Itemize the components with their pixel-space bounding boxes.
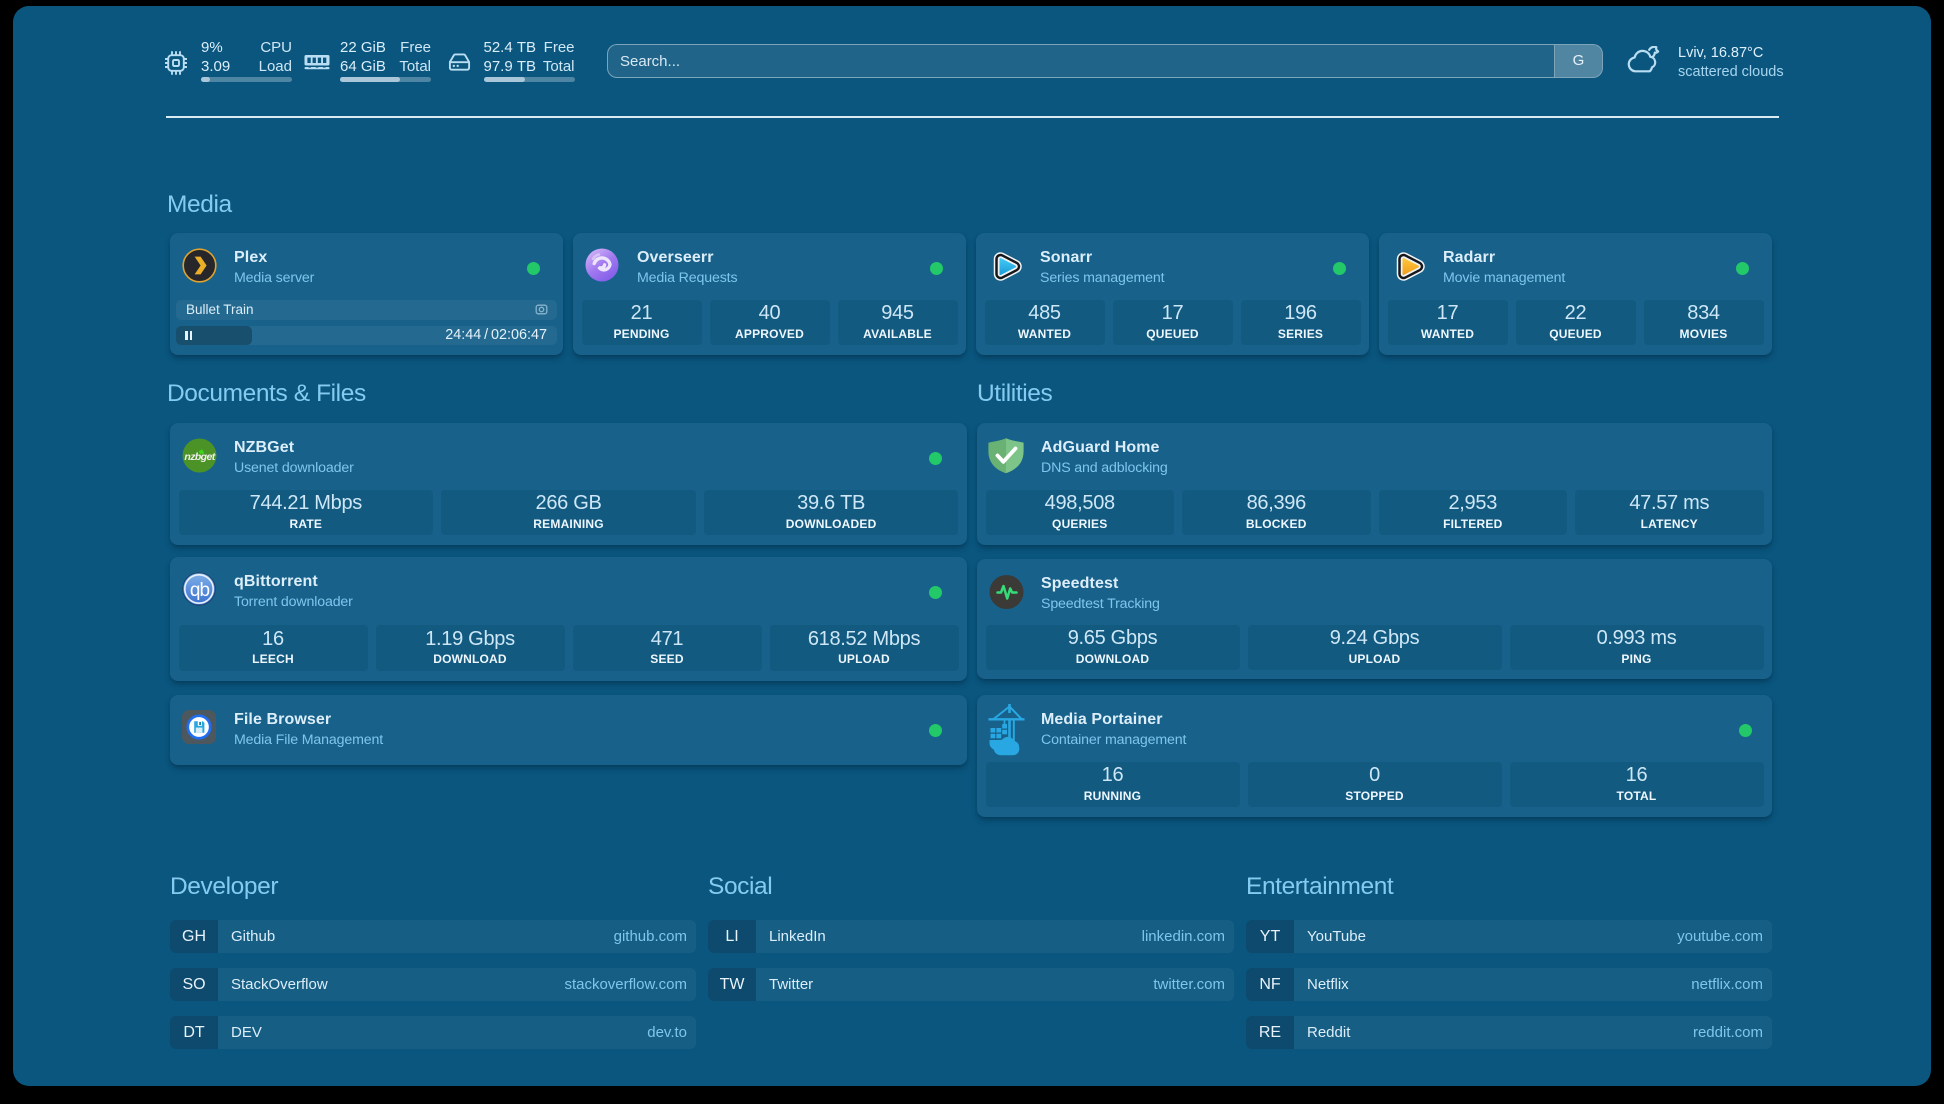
svg-text:nzbget: nzbget <box>184 451 215 463</box>
svg-text:qb: qb <box>190 580 210 601</box>
